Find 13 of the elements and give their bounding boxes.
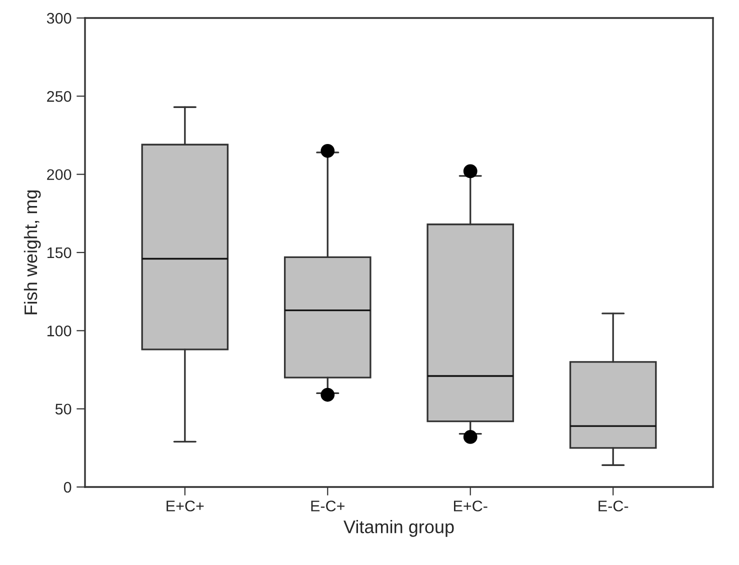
y-tick-label: 250 (47, 91, 72, 102)
y-tick-label: 200 (47, 169, 72, 180)
x-tick-label: E-C- (598, 500, 628, 512)
y-axis-title: Fish weight, mg (24, 190, 41, 314)
x-tick-label: E+C+ (166, 500, 204, 512)
y-tick-label: 50 (55, 404, 72, 415)
x-tick-label: E+C- (454, 500, 488, 512)
x-tick-label: E-C+ (311, 500, 344, 512)
x-axis-title: Vitamin group (344, 520, 454, 537)
y-tick-label: 150 (47, 247, 72, 258)
y-tick-label: 0 (64, 482, 72, 493)
y-tick-label: 300 (46, 12, 72, 24)
y-tick-label: 100 (47, 326, 72, 336)
